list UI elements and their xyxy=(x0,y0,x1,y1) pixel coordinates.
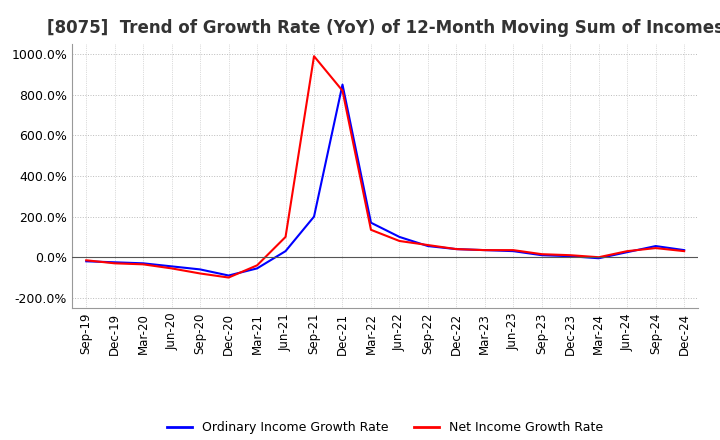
Ordinary Income Growth Rate xyxy=(225,273,233,278)
Ordinary Income Growth Rate xyxy=(537,253,546,258)
Net Income Growth Rate xyxy=(196,271,204,276)
Ordinary Income Growth Rate xyxy=(423,243,432,249)
Line: Ordinary Income Growth Rate: Ordinary Income Growth Rate xyxy=(86,84,684,275)
Net Income Growth Rate xyxy=(680,249,688,254)
Net Income Growth Rate xyxy=(566,253,575,258)
Net Income Growth Rate xyxy=(282,234,290,239)
Net Income Growth Rate xyxy=(110,260,119,266)
Ordinary Income Growth Rate xyxy=(395,234,404,239)
Net Income Growth Rate xyxy=(652,246,660,251)
Net Income Growth Rate xyxy=(537,252,546,257)
Ordinary Income Growth Rate xyxy=(196,267,204,272)
Ordinary Income Growth Rate xyxy=(366,220,375,225)
Net Income Growth Rate xyxy=(82,258,91,263)
Net Income Growth Rate xyxy=(310,54,318,59)
Ordinary Income Growth Rate xyxy=(452,246,461,252)
Ordinary Income Growth Rate xyxy=(480,247,489,253)
Ordinary Income Growth Rate xyxy=(110,260,119,265)
Net Income Growth Rate xyxy=(423,242,432,248)
Ordinary Income Growth Rate xyxy=(310,214,318,219)
Ordinary Income Growth Rate xyxy=(82,259,91,264)
Net Income Growth Rate xyxy=(595,255,603,260)
Net Income Growth Rate xyxy=(366,227,375,232)
Net Income Growth Rate xyxy=(139,262,148,267)
Net Income Growth Rate xyxy=(480,247,489,253)
Ordinary Income Growth Rate xyxy=(652,243,660,249)
Net Income Growth Rate xyxy=(167,266,176,271)
Line: Net Income Growth Rate: Net Income Growth Rate xyxy=(86,56,684,278)
Ordinary Income Growth Rate xyxy=(167,264,176,269)
Ordinary Income Growth Rate xyxy=(139,260,148,266)
Title: [8075]  Trend of Growth Rate (YoY) of 12-Month Moving Sum of Incomes: [8075] Trend of Growth Rate (YoY) of 12-… xyxy=(47,19,720,37)
Ordinary Income Growth Rate xyxy=(680,247,688,253)
Legend: Ordinary Income Growth Rate, Net Income Growth Rate: Ordinary Income Growth Rate, Net Income … xyxy=(163,416,608,439)
Ordinary Income Growth Rate xyxy=(566,253,575,259)
Net Income Growth Rate xyxy=(253,263,261,268)
Ordinary Income Growth Rate xyxy=(509,249,518,254)
Net Income Growth Rate xyxy=(452,246,461,252)
Ordinary Income Growth Rate xyxy=(623,249,631,255)
Net Income Growth Rate xyxy=(338,88,347,93)
Net Income Growth Rate xyxy=(395,238,404,244)
Net Income Growth Rate xyxy=(509,247,518,253)
Ordinary Income Growth Rate xyxy=(282,249,290,254)
Net Income Growth Rate xyxy=(623,249,631,254)
Net Income Growth Rate xyxy=(225,275,233,280)
Ordinary Income Growth Rate xyxy=(253,266,261,271)
Ordinary Income Growth Rate xyxy=(595,256,603,261)
Ordinary Income Growth Rate xyxy=(338,82,347,87)
